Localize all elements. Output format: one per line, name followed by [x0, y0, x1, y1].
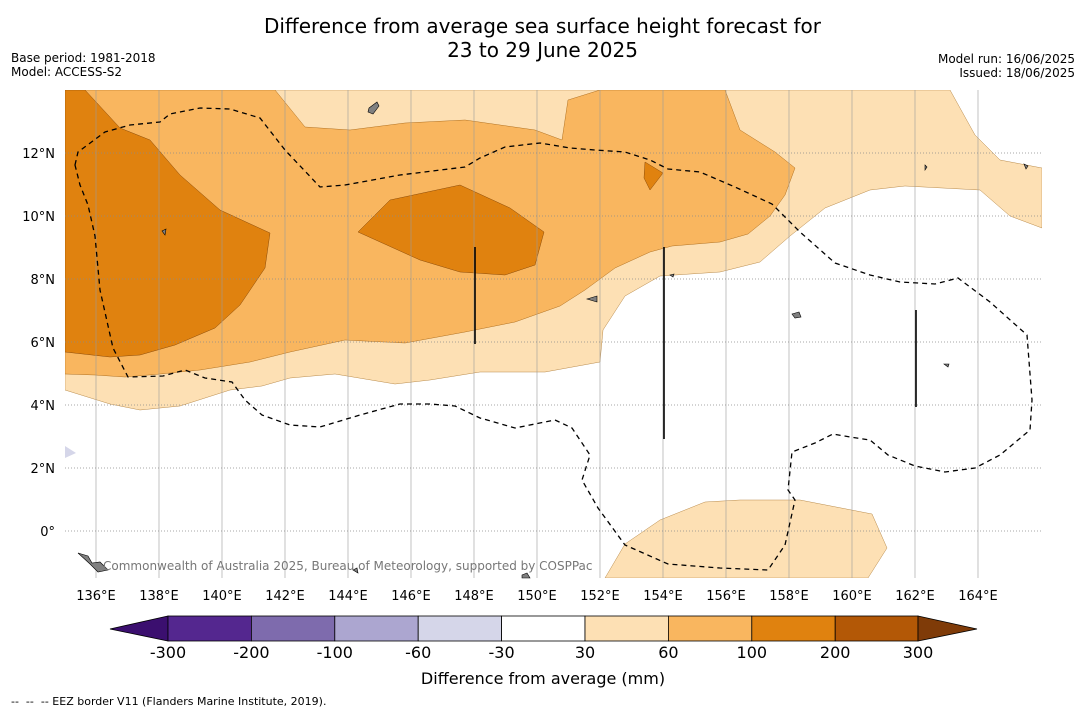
- colorbar-tick: 60: [658, 643, 678, 662]
- colorbar-segment: [501, 615, 586, 642]
- lon-label: 154°E: [643, 589, 683, 604]
- colorbar-tick: -60: [405, 643, 431, 662]
- lat-label: 8°N: [31, 273, 56, 288]
- eez-footnote: -- -- -- EEZ border V11 (Flanders Marine…: [11, 695, 327, 708]
- model-text: Model: ACCESS-S2: [11, 65, 123, 79]
- colorbar-segment: [250, 615, 336, 642]
- map-area: [65, 90, 1042, 578]
- colorbar: [109, 615, 978, 642]
- colorbar-segment: [417, 615, 503, 642]
- eez-border: [74, 107, 1033, 571]
- issued-text: Issued: 18/06/2025: [959, 66, 1075, 80]
- colorbar-segment: [584, 615, 669, 642]
- data-gap-lines: [474, 247, 917, 439]
- base-period-text: Base period: 1981-2018: [11, 51, 156, 65]
- colorbar-segment: [167, 615, 252, 642]
- colorbar-segment: [334, 615, 419, 642]
- lat-label: 12°N: [22, 147, 55, 162]
- title-line-1: Difference from average sea surface heig…: [263, 14, 822, 38]
- colorbar-tick: 100: [737, 643, 768, 662]
- copyright-text: Commonwealth of Australia 2025, Bureau o…: [103, 559, 593, 573]
- lon-label: 164°E: [958, 589, 998, 604]
- colorbar-tick: -30: [489, 643, 515, 662]
- lon-label: 160°E: [832, 589, 872, 604]
- colorbar-arrow-right: [917, 615, 978, 642]
- colorbar-tick: 300: [903, 643, 934, 662]
- lon-label: 156°E: [706, 589, 746, 604]
- colorbar-segment: [834, 615, 919, 642]
- lon-label: 152°E: [580, 589, 620, 604]
- colorbar-arrow-left: [109, 615, 169, 642]
- anomaly-100-200-region-central: [357, 184, 545, 276]
- anomaly-100-200-region-west: [65, 90, 271, 358]
- lon-label: 142°E: [265, 589, 305, 604]
- colorbar-segment: [751, 615, 836, 642]
- lat-label: 4°N: [31, 399, 56, 414]
- anomaly-marker: [65, 446, 76, 458]
- lon-label: 148°E: [454, 589, 494, 604]
- colorbar-label: Difference from average (mm): [421, 669, 665, 688]
- lat-label: 0°: [40, 525, 55, 540]
- title-line-2: 23 to 29 June 2025: [447, 38, 638, 62]
- longitude-grid: [95, 90, 979, 578]
- base-period-info: Base period: 1981-2018 Model: ACCESS-S2: [11, 51, 156, 79]
- colorbar-tick: -300: [150, 643, 186, 662]
- lat-label: 6°N: [31, 336, 56, 351]
- longitude-labels: 136°E 138°E 140°E 142°E 144°E 146°E 148°…: [76, 589, 998, 604]
- lon-label: 136°E: [76, 589, 116, 604]
- colorbar-tick: 200: [820, 643, 851, 662]
- model-run-text: Model run: 16/06/2025: [937, 52, 1075, 66]
- model-run-info: Model run: 16/06/2025 Issued: 18/06/2025: [938, 52, 1075, 80]
- colorbar-ticks: -300 -200 -100 -60 -30 30 60 100 200 300: [150, 643, 933, 662]
- lon-label: 138°E: [139, 589, 179, 604]
- colorbar-tick: 30: [575, 643, 595, 662]
- lat-label: 10°N: [22, 210, 55, 225]
- lon-label: 150°E: [517, 589, 557, 604]
- colorbar-tick: -200: [233, 643, 269, 662]
- anomaly-100-200-region-east: [643, 161, 664, 191]
- colorbar-tick: -100: [317, 643, 353, 662]
- lon-label: 162°E: [895, 589, 935, 604]
- lon-label: 140°E: [202, 589, 242, 604]
- lon-label: 146°E: [391, 589, 431, 604]
- latitude-grid: [65, 152, 1042, 532]
- map-title: Difference from average sea surface heig…: [0, 14, 1085, 62]
- islands: [77, 101, 1029, 579]
- colorbar-segment: [668, 615, 753, 642]
- anomaly-30-60-region-south: [604, 499, 888, 578]
- lon-label: 144°E: [328, 589, 368, 604]
- latitude-labels: 12°N 10°N 8°N 6°N 4°N 2°N 0°: [22, 147, 55, 540]
- lon-label: 158°E: [769, 589, 809, 604]
- lat-label: 2°N: [31, 462, 56, 477]
